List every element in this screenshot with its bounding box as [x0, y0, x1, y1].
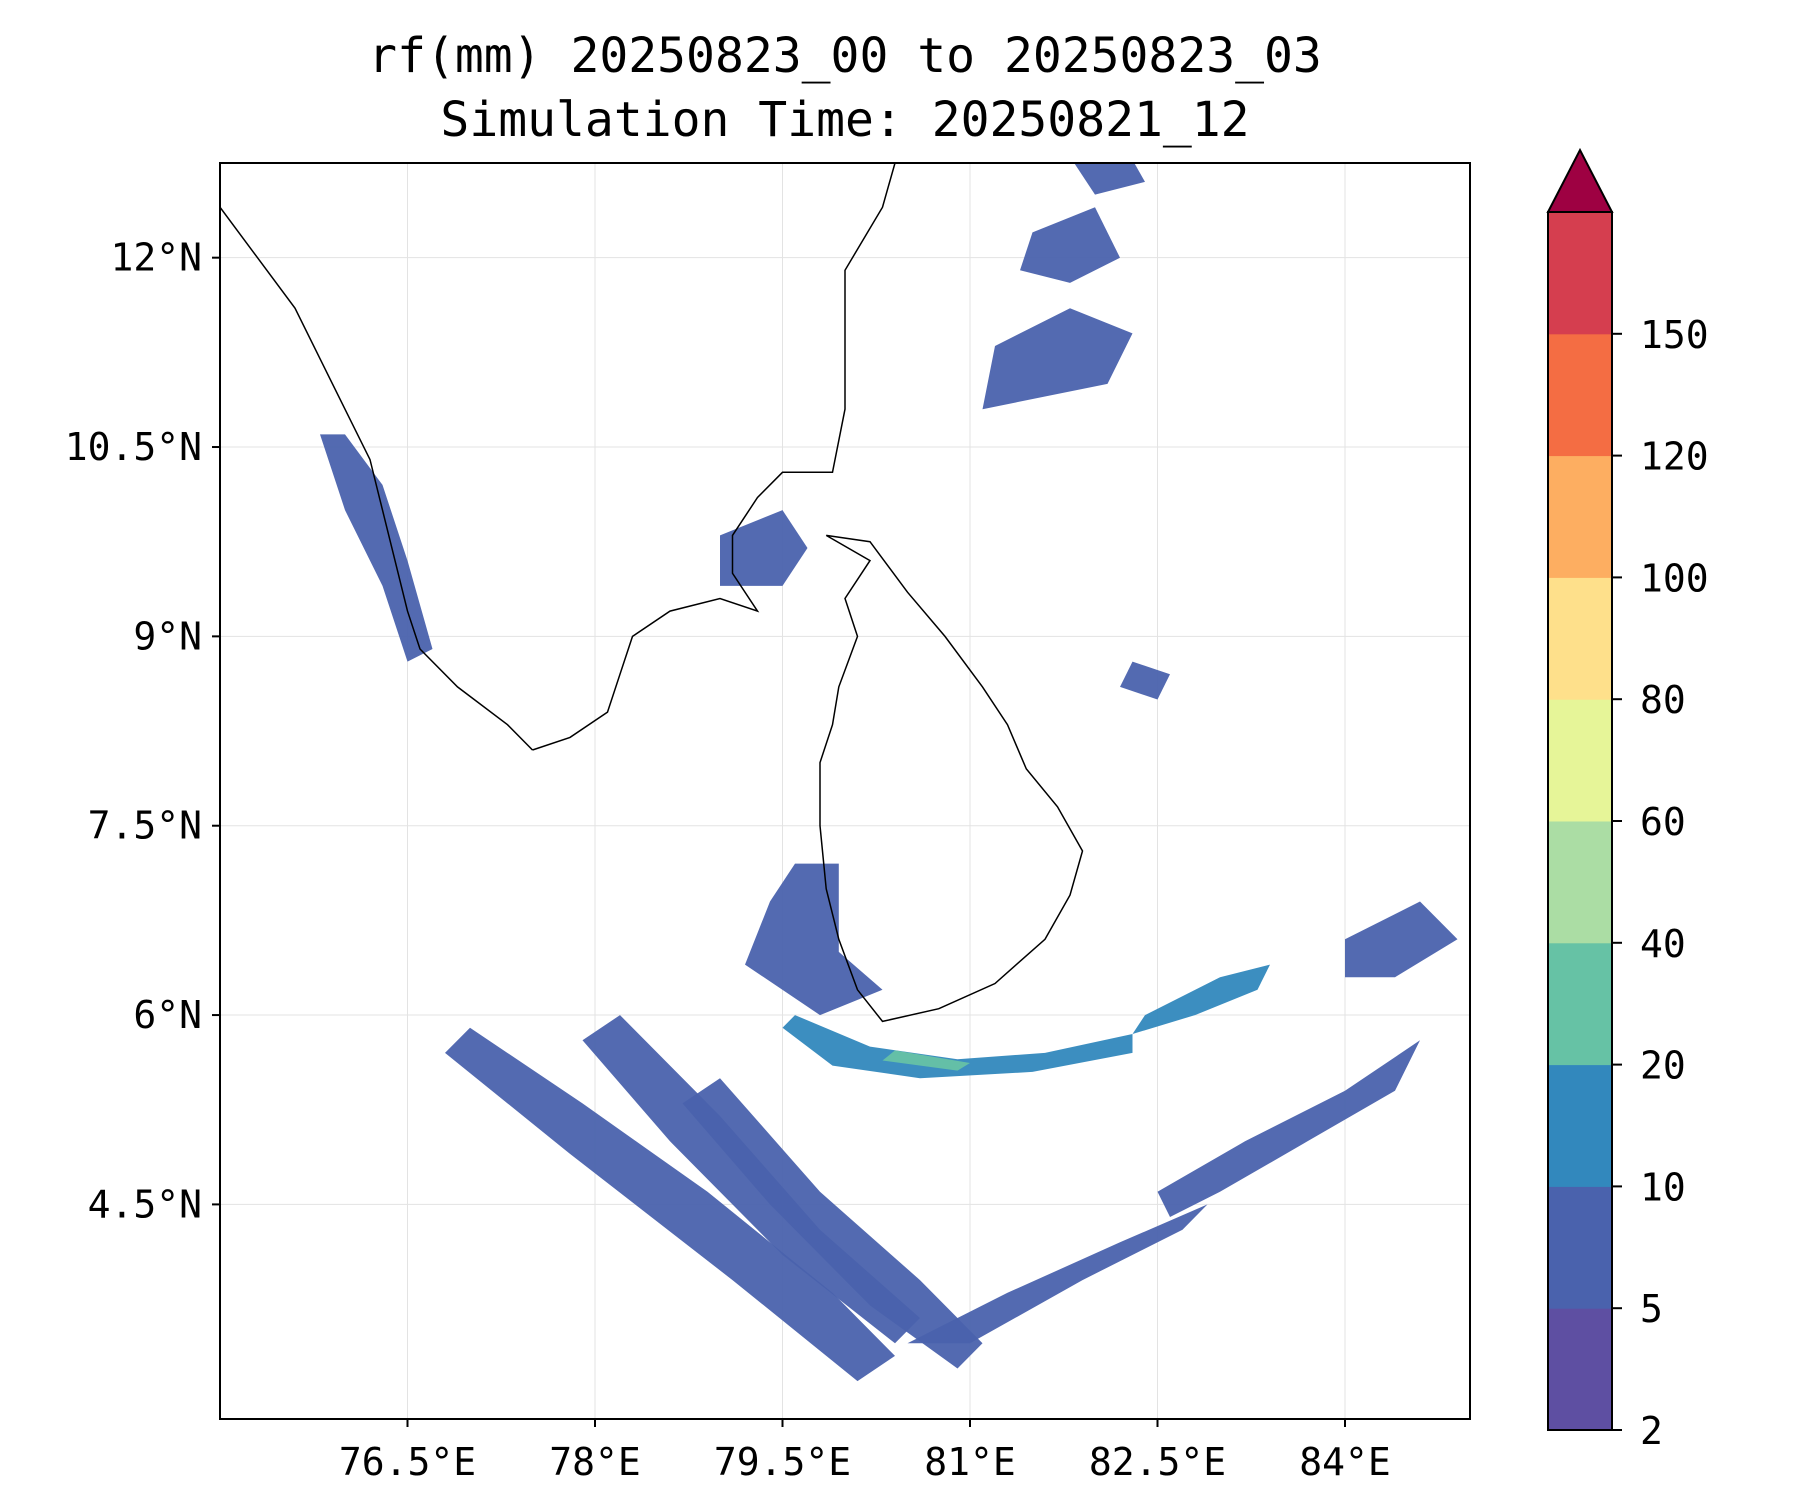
lon-tick-label: 76.5°E [339, 1440, 476, 1484]
colorbar-segment [1548, 1064, 1612, 1187]
lon-tick-label: 79.5°E [714, 1440, 851, 1484]
latitude-ticks: 12°N 10.5°N 9°N 7.5°N 6°N 4.5°N [65, 236, 220, 1226]
rain-region-south-sl-rainband [782, 1015, 1133, 1079]
colorbar-tick-label: 40 [1640, 922, 1686, 966]
rain-region-ne-sl-sea [1120, 661, 1170, 700]
colorbar-segment [1548, 577, 1612, 700]
lat-tick-label: 9°N [133, 614, 202, 658]
rainfall-contours [320, 163, 1458, 1382]
lat-tick-label: 6°N [133, 993, 202, 1037]
gridlines [220, 163, 1470, 1419]
colorbar-tick-label: 100 [1640, 556, 1709, 600]
rain-region-north-bay-cluster-1 [982, 308, 1133, 410]
longitude-ticks: 76.5°E 78°E 79.5°E 81°E 82.5°E 84°E [339, 1419, 1391, 1484]
rain-region-north-bay-cluster-2 [1020, 207, 1120, 283]
lat-tick-label: 4.5°N [88, 1182, 202, 1226]
colorbar-tick-label: 2 [1640, 1409, 1663, 1453]
rain-region-southwest-sl-shore [745, 863, 883, 1016]
map-frame [219, 162, 1471, 1420]
lon-tick-label: 81°E [924, 1440, 1016, 1484]
colorbar-tick-label: 10 [1640, 1165, 1686, 1209]
chart-title-line-2: Simulation Time: 20250821_12 [440, 92, 1250, 148]
rain-region-se-sea-cluster [1157, 1040, 1420, 1217]
coastline-india-west-coast [220, 206, 534, 751]
colorbar-segment [1548, 212, 1612, 335]
lon-tick-label: 84°E [1299, 1440, 1391, 1484]
rain-region-kerala-coast [320, 434, 433, 662]
coastline-india-south-east-coast [532, 163, 896, 751]
colorbar-tick-label: 60 [1640, 800, 1686, 844]
colorbar-extend-arrow [1546, 147, 1614, 213]
lat-tick-label: 10.5°N [65, 425, 202, 469]
lon-tick-label: 82.5°E [1089, 1440, 1226, 1484]
rain-region-south-sea-tail [907, 1204, 1208, 1344]
rain-region-north-bay-cluster-3 [1074, 163, 1145, 195]
coastlines [220, 163, 1084, 1023]
coastline-sri-lanka-coast [819, 534, 1084, 1023]
colorbar-segment [1548, 821, 1612, 944]
colorbar-tick-label: 80 [1640, 678, 1686, 722]
colorbar-tick-label: 120 [1640, 435, 1709, 479]
colorbar-segment [1548, 333, 1612, 457]
lon-tick-label: 78°E [549, 1440, 641, 1484]
rain-region-south-sl-rainband-core [882, 1050, 970, 1071]
colorbar-segment [1548, 942, 1612, 1066]
colorbar: 2 5 10 20 40 60 80 100 120 150 [1546, 147, 1709, 1453]
rain-region-sw-sea-band-3 [682, 1078, 983, 1369]
chart-title-line-1: rf(mm) 20250823_00 to 20250823_03 [368, 28, 1322, 84]
colorbar-tick-label: 150 [1640, 313, 1709, 357]
colorbar-segment [1548, 455, 1612, 578]
colorbar-segment [1548, 699, 1612, 822]
rain-region-far-east-cluster [1345, 901, 1458, 978]
rain-region-east-rainband [1132, 964, 1270, 1034]
colorbar-segment [1548, 1186, 1612, 1309]
lat-tick-label: 7.5°N [88, 804, 202, 848]
rain-region-sw-sea-band-1 [445, 1027, 895, 1382]
colorbar-tick-label: 20 [1640, 1044, 1686, 1088]
rain-region-palk-bay-cluster [720, 510, 808, 586]
lat-tick-label: 12°N [110, 236, 202, 280]
colorbar-tick-label: 5 [1640, 1287, 1663, 1331]
colorbar-segment [1548, 1308, 1612, 1431]
